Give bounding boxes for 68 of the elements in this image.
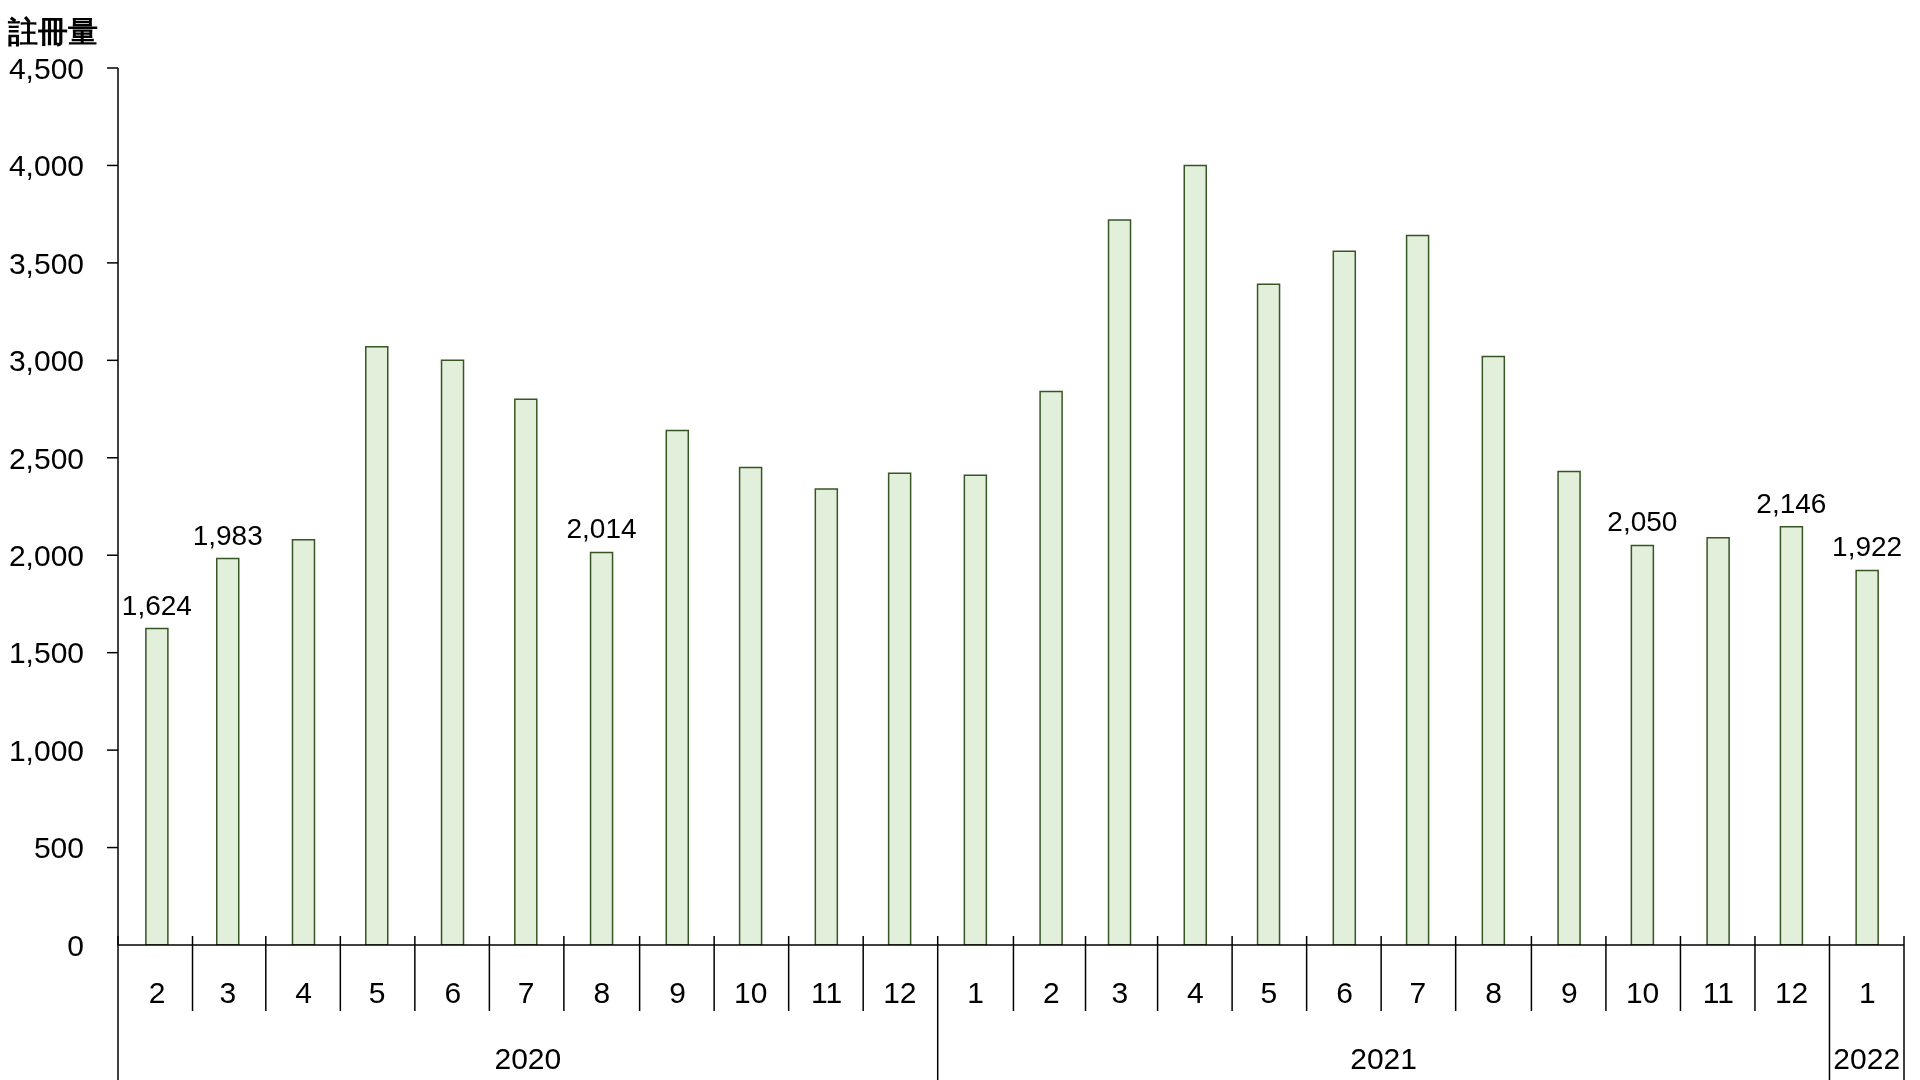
x-tick-label: 12 — [883, 975, 917, 1009]
x-tick-label: 4 — [295, 975, 313, 1009]
y-tick-label: 4,000 — [8, 149, 84, 183]
data-label: 1,983 — [192, 519, 263, 551]
y-axis-title: 註冊量 — [7, 13, 98, 49]
data-label: 1,624 — [121, 589, 192, 621]
text: 2021 — [1350, 1041, 1417, 1075]
x-tick-label: 5 — [1260, 975, 1278, 1009]
y-tick-label: 2,000 — [8, 539, 84, 573]
text: 2022 — [1833, 1041, 1901, 1075]
bar — [1256, 283, 1281, 945]
x-tick-label: 8 — [1485, 975, 1502, 1009]
bar — [1183, 164, 1208, 945]
bar — [1481, 355, 1506, 945]
text: 2020 — [494, 1041, 562, 1075]
x-tick-label: 6 — [1336, 975, 1353, 1009]
x-tick-label: 10 — [734, 975, 768, 1009]
bar — [215, 557, 240, 945]
y-tick-label: 3,500 — [8, 246, 84, 280]
bar — [1405, 234, 1430, 945]
bar — [365, 345, 389, 945]
x-tick-label: 9 — [1560, 975, 1578, 1009]
bar — [1855, 569, 1879, 945]
y-tick-label: 1,500 — [8, 636, 84, 670]
bar — [589, 551, 614, 945]
x-tick-label: 3 — [1111, 975, 1129, 1009]
data-label: 2,146 — [1756, 487, 1827, 519]
data-label: 2,050 — [1607, 506, 1678, 538]
bar — [665, 429, 690, 945]
x-tick-label: 7 — [517, 975, 535, 1009]
y-tick-label: 500 — [33, 831, 84, 865]
bar — [1630, 544, 1655, 945]
bar — [291, 538, 316, 945]
y-tick-label: 4,500 — [8, 51, 84, 85]
y-tick-label: 1,000 — [8, 733, 84, 767]
bar — [963, 474, 988, 945]
x-tick-label: 11 — [1702, 975, 1734, 1009]
bar — [1557, 470, 1581, 945]
x-tick-label: 7 — [1409, 975, 1427, 1009]
x-tick-label: 10 — [1625, 975, 1660, 1009]
x-tick-label: 4 — [1187, 975, 1204, 1009]
bar — [145, 627, 169, 945]
bar — [440, 359, 465, 945]
x-tick-label: 5 — [368, 975, 386, 1009]
bar — [1107, 219, 1132, 945]
data-label: 2,014 — [566, 513, 637, 545]
data-label: 1,922 — [1832, 531, 1903, 563]
x-tick-label: 11 — [810, 975, 843, 1009]
x-tick-label: 12 — [1774, 975, 1809, 1009]
x-tick-label: 1 — [967, 975, 984, 1009]
y-tick-label: 3,000 — [8, 344, 84, 378]
bar — [1039, 390, 1063, 945]
bar — [514, 398, 538, 945]
bar — [1706, 536, 1730, 945]
x-tick-label: 9 — [669, 975, 686, 1009]
bar — [814, 488, 839, 945]
y-tick-label: 2,500 — [8, 441, 84, 475]
bar — [1332, 250, 1357, 945]
y-tick-label: 0 — [67, 928, 84, 962]
x-tick-label: 3 — [219, 975, 237, 1009]
x-tick-label: 6 — [444, 975, 462, 1009]
x-tick-label: 2 — [148, 975, 166, 1009]
bar — [887, 472, 912, 945]
x-tick-label: 8 — [593, 975, 611, 1009]
bar — [738, 466, 763, 945]
bar — [1779, 526, 1804, 945]
x-tick-label: 2 — [1042, 975, 1060, 1009]
x-tick-label: 1 — [1859, 975, 1876, 1009]
